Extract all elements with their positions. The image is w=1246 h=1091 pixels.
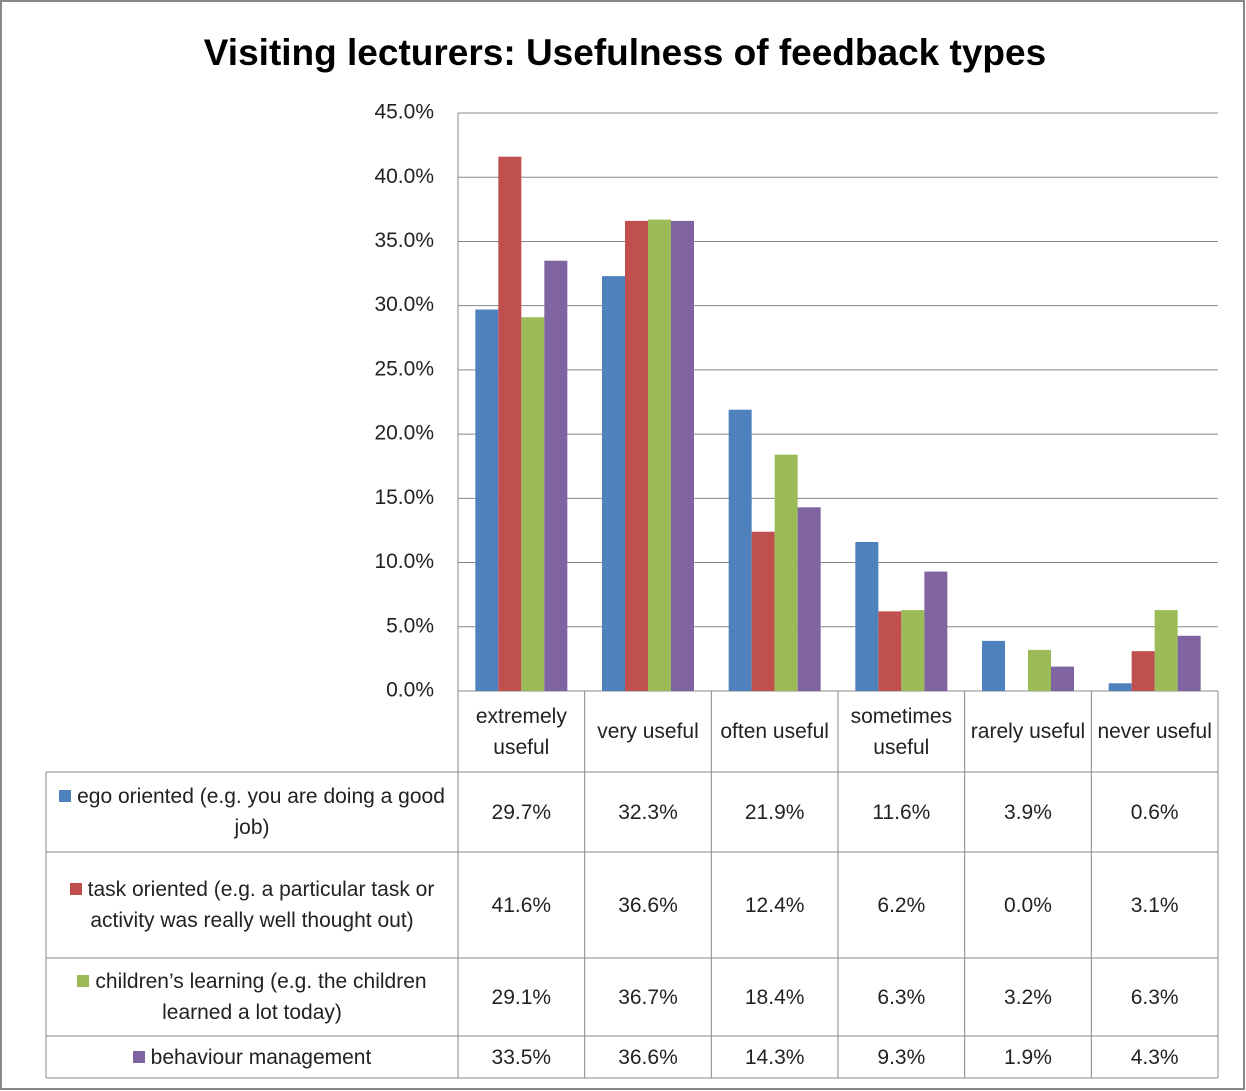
y-tick-label: 35.0%: [374, 229, 434, 252]
bar: [648, 219, 671, 691]
bar: [982, 640, 1005, 691]
chart-title: Visiting lecturers: Usefulness of feedba…: [204, 32, 1046, 73]
bar: [878, 611, 902, 691]
bar: [521, 317, 545, 691]
value-label: 6.3%: [1130, 985, 1179, 1009]
value-label: 3.9%: [1004, 800, 1052, 824]
value-label: 36.7%: [618, 985, 678, 1009]
value-label: 3.2%: [1004, 985, 1052, 1009]
legend-label: task oriented (e.g. a particular task or…: [87, 878, 435, 932]
legend-label: children’s learning (e.g. the children l…: [95, 970, 427, 1024]
bar: [1177, 635, 1201, 691]
legend-swatch: [77, 975, 90, 987]
value-label: 3.1%: [1130, 893, 1179, 917]
legend-entry: children’s learning (e.g. the children l…: [46, 958, 458, 1036]
value-label: 41.6%: [491, 893, 552, 917]
x-tick-label: never useful: [1097, 720, 1212, 743]
x-tick-label: very useful: [597, 720, 699, 743]
y-tick-label: 20.0%: [374, 422, 434, 445]
value-label: 12.4%: [744, 893, 805, 917]
y-tick-label: 5.0%: [386, 614, 434, 637]
y-tick-label: 25.0%: [374, 357, 434, 380]
legend-entry: ego oriented (e.g. you are doing a good …: [46, 772, 458, 852]
value-label: 4.3%: [1130, 1045, 1179, 1069]
y-tick-label: 15.0%: [374, 486, 434, 509]
value-label: 6.2%: [877, 893, 926, 917]
bar: [625, 220, 648, 692]
value-label: 36.6%: [618, 1045, 678, 1069]
value-label: 21.9%: [744, 800, 805, 824]
bar: [544, 260, 568, 691]
bar: [924, 571, 948, 691]
value-label: 6.3%: [877, 985, 926, 1009]
bar: [774, 454, 798, 691]
bar: [797, 507, 821, 691]
value-label: 18.4%: [744, 985, 805, 1009]
value-label: 9.3%: [877, 1045, 926, 1069]
legend-swatch: [69, 883, 82, 895]
bar: [1028, 649, 1051, 691]
legend-swatch: [59, 790, 72, 802]
y-tick-label: 10.0%: [374, 550, 434, 573]
y-tick-label: 45.0%: [374, 101, 434, 124]
value-label: 0.6%: [1130, 800, 1179, 824]
bar: [602, 276, 625, 691]
x-tick-label: often useful: [720, 720, 829, 743]
bar: [1108, 683, 1132, 691]
bar: [901, 610, 925, 691]
legend-entry: task oriented (e.g. a particular task or…: [46, 852, 458, 958]
value-label: 11.6%: [872, 800, 931, 824]
bar: [751, 531, 775, 691]
bar: [1154, 610, 1178, 691]
bar: [1051, 666, 1074, 691]
bar: [671, 220, 694, 692]
value-label: 14.3%: [744, 1045, 805, 1069]
x-tick-label: rarely useful: [970, 720, 1086, 743]
bar: [475, 309, 499, 691]
y-tick-label: 40.0%: [374, 165, 434, 188]
bar: [855, 542, 879, 691]
value-label: 33.5%: [491, 1045, 552, 1069]
bar: [498, 156, 522, 691]
value-label: 36.6%: [618, 893, 678, 917]
value-label: 1.9%: [1004, 1045, 1052, 1069]
legend-entry: behaviour management: [46, 1036, 458, 1078]
value-label: 29.1%: [491, 985, 552, 1009]
x-tick-label: extremely useful: [475, 704, 567, 759]
legend-label: behaviour management: [150, 1045, 372, 1069]
legend-swatch: [132, 1050, 145, 1063]
legend-label: ego oriented (e.g. you are doing a good …: [77, 785, 445, 839]
value-label: 0.0%: [1004, 893, 1052, 917]
bar: [1131, 651, 1155, 691]
x-tick-label: sometimes useful: [850, 704, 953, 759]
value-label: 29.7%: [491, 800, 552, 824]
y-tick-label: 30.0%: [374, 293, 434, 316]
y-tick-label: 0.0%: [386, 679, 434, 702]
value-label: 32.3%: [618, 800, 678, 824]
bar: [728, 409, 752, 691]
